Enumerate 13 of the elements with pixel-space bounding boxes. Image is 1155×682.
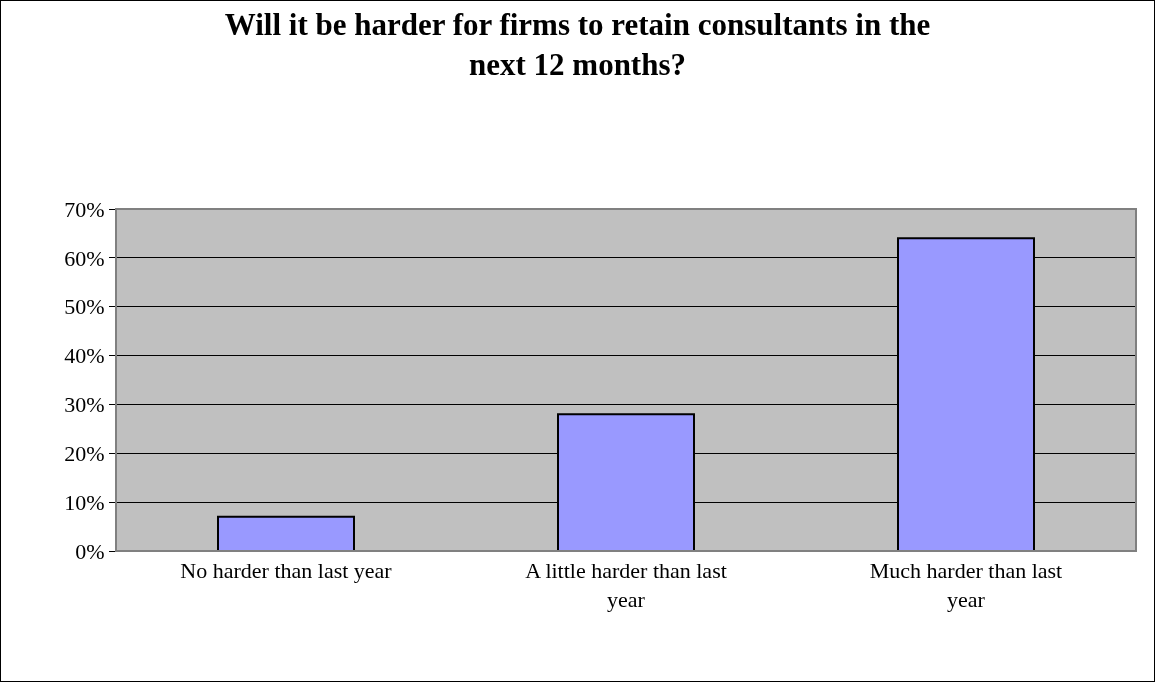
y-tick-label: 0% <box>75 538 105 564</box>
bar <box>217 515 355 551</box>
chart-title: Will it be harder for firms to retain consultants in the next 12 months? <box>224 7 931 83</box>
y-tick-label: 40% <box>64 343 105 369</box>
y-tick-label: 60% <box>64 245 105 271</box>
x-tick-label: Much harder than last year <box>869 558 1063 612</box>
y-tick-label: 50% <box>64 294 105 320</box>
x-tick-label: No harder than last year <box>180 558 393 584</box>
y-tick-label: 30% <box>64 392 105 418</box>
y-tick-label: 70% <box>64 196 105 222</box>
x-tick-label: A little harder than last year <box>525 558 727 612</box>
y-tick-label: 20% <box>64 440 105 466</box>
y-tick-label: 10% <box>64 489 105 515</box>
